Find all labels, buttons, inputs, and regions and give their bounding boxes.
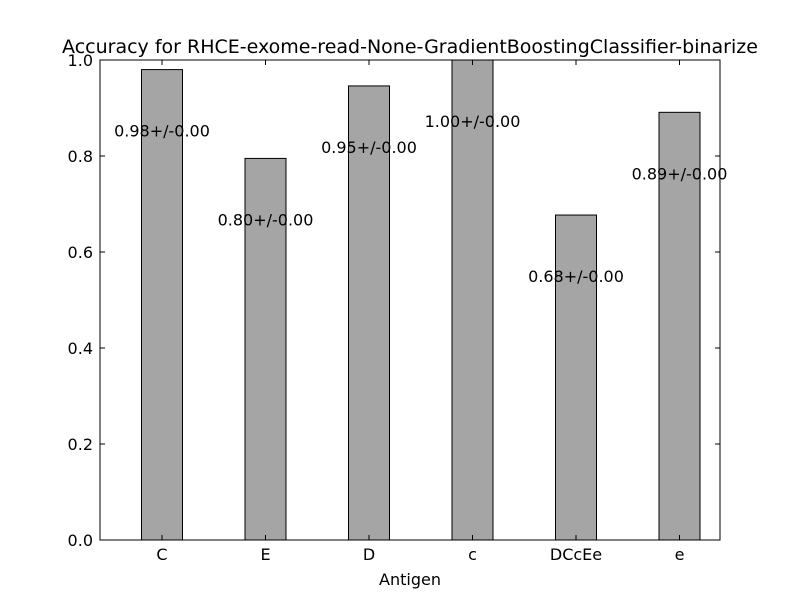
x-tick-label: C — [156, 545, 167, 564]
bar-value-label: 0.80+/-0.00 — [218, 210, 314, 229]
y-tick-label: 0.4 — [68, 339, 93, 358]
y-tick-label: 0.8 — [68, 147, 93, 166]
x-axis-title: Antigen — [379, 570, 441, 589]
y-tick-label: 0.2 — [68, 435, 93, 454]
bar-value-label: 0.68+/-0.00 — [528, 267, 624, 286]
bar-value-label: 0.89+/-0.00 — [632, 164, 728, 183]
bar-value-label: 0.98+/-0.00 — [114, 122, 210, 141]
x-tick-label: D — [363, 545, 375, 564]
bar-value-label: 1.00+/-0.00 — [425, 112, 521, 131]
y-tick-label: 0.0 — [68, 531, 93, 550]
y-tick-label: 0.6 — [68, 243, 93, 262]
y-tick-label: 1.0 — [68, 51, 93, 70]
bar-c — [451, 59, 494, 541]
x-tick-label: DCcEe — [550, 545, 602, 564]
bar-D — [348, 85, 390, 541]
bar-e — [658, 111, 701, 541]
bar-E — [244, 157, 287, 541]
x-tick-label: e — [675, 545, 685, 564]
plot-area: C 0.98+/-0.00 E 0.80+/-0.00 D 0.95+/-0.00 c 1.0… — [68, 51, 728, 564]
x-tick-label: c — [468, 545, 477, 564]
plot-frame — [99, 59, 721, 541]
bar-value-label: 0.95+/-0.00 — [321, 138, 417, 157]
x-tick-label: E — [260, 545, 270, 564]
chart-title: Accuracy for RHCE-exome-read-None-Gradie… — [62, 36, 758, 58]
bar-DCcEe — [555, 214, 597, 541]
